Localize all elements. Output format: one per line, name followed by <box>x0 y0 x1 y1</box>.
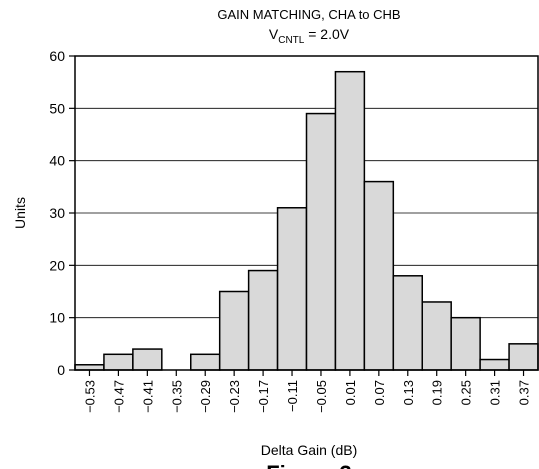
histogram-bar <box>247 269 279 371</box>
histogram-bar <box>363 180 395 371</box>
histogram-bar <box>508 343 539 371</box>
histogram-bar <box>392 275 423 371</box>
x-axis-label: Delta Gain (dB) <box>261 442 357 458</box>
histogram-bar <box>450 316 481 371</box>
x-tick-label: −0.41 <box>140 380 155 413</box>
x-tick-label: 0.31 <box>488 380 503 405</box>
histogram-bar <box>190 353 221 371</box>
subtitle-subscript: CNTL <box>278 35 305 46</box>
y-tick-label: 50 <box>49 100 65 116</box>
histogram-bar <box>103 353 134 371</box>
x-tick-label: −0.35 <box>169 380 184 413</box>
histogram-bar <box>74 364 105 371</box>
chart-title: GAIN MATCHING, CHA to CHB <box>217 7 400 22</box>
histogram-bar <box>334 70 366 371</box>
y-tick-label: 0 <box>57 362 65 378</box>
histogram-bar <box>479 358 510 371</box>
y-tick-label: 30 <box>49 205 65 221</box>
x-axis-ticks: −0.53 −0.47 −0.41 −0.35 −0.29 −0.23 −0.17 −0.11… <box>82 370 532 413</box>
x-tick-label: 0.19 <box>430 380 445 405</box>
y-tick-label: 10 <box>49 310 65 326</box>
x-tick-label: −0.29 <box>198 380 213 413</box>
subtitle-symbol: V <box>269 26 279 42</box>
histogram-bar <box>132 348 163 371</box>
x-tick-label: −0.23 <box>227 380 242 413</box>
y-tick-label: 60 <box>49 48 65 64</box>
y-tick-label: 40 <box>49 153 65 169</box>
x-tick-label: 0.01 <box>343 380 358 405</box>
y-tick-label: 20 <box>49 257 65 273</box>
x-tick-label: 0.13 <box>401 380 416 405</box>
histogram-bar <box>218 290 250 371</box>
y-axis-ticks: 0 10 20 30 40 50 60 <box>49 48 75 378</box>
figure-caption: Figure 3 <box>266 461 352 469</box>
histogram-bar <box>421 301 452 371</box>
y-axis-label: Units <box>12 197 28 229</box>
x-tick-label: −0.47 <box>111 380 126 413</box>
x-tick-label: 0.07 <box>372 380 387 405</box>
x-tick-label: −0.53 <box>82 380 97 413</box>
chart-subtitle: VCNTL = 2.0V <box>269 26 350 46</box>
histogram-bar <box>276 207 308 371</box>
x-tick-label: 0.25 <box>459 380 474 405</box>
x-tick-label: −0.05 <box>314 380 329 413</box>
x-tick-label: 0.37 <box>517 380 532 405</box>
bars <box>74 70 539 371</box>
x-tick-label: −0.11 <box>285 380 300 412</box>
histogram-bar <box>305 112 337 371</box>
subtitle-value: = 2.0V <box>304 26 349 42</box>
x-tick-label: −0.17 <box>256 380 271 413</box>
